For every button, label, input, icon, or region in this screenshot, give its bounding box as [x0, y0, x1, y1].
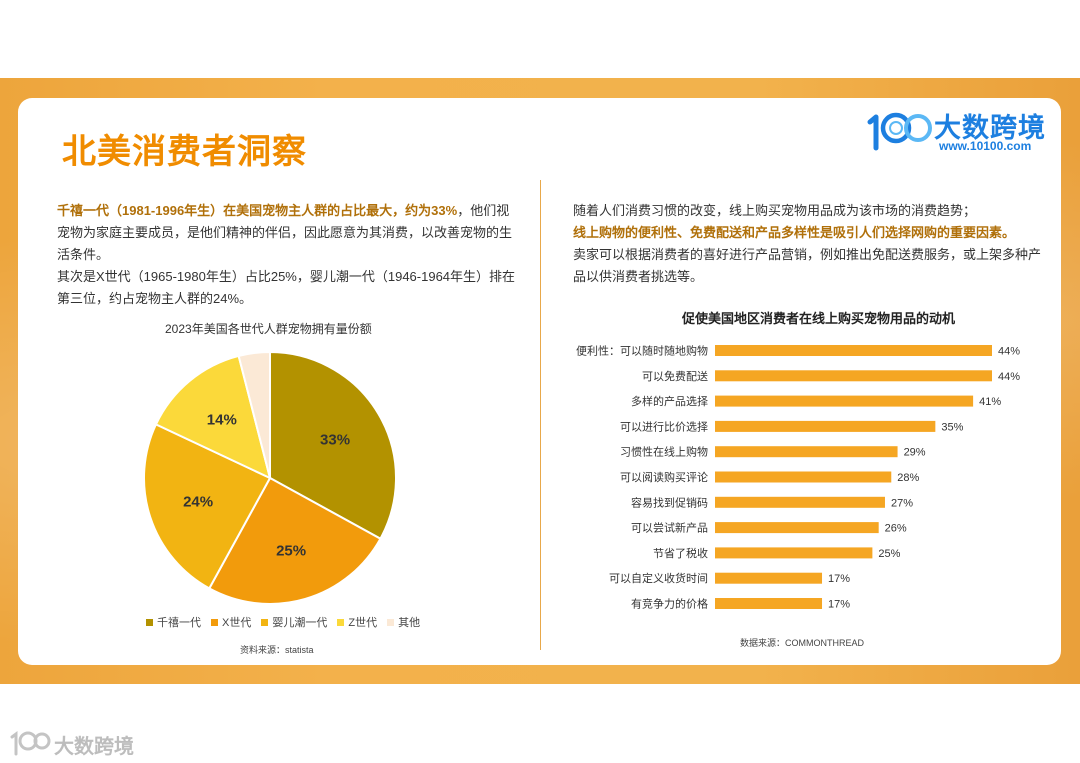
right-paragraph: 随着人们消费习惯的改变，线上购买宠物用品成为该市场的消费趋势； 线上购物的便利性… [573, 200, 1043, 288]
pie-slice-4 [237, 350, 271, 479]
bar-category-label-9: 可以自定义收货时间 [609, 571, 708, 585]
page-title: 北美消费者洞察 [62, 132, 307, 172]
bar-value-label-7: 26% [885, 523, 907, 535]
bar-chart: 便利性：可以随时随地购物 44% 可以免费配送 44% 多样的产品选择 41% 可以进行比价… [576, 344, 1020, 611]
bar-value-label-1: 44% [998, 371, 1020, 383]
bar-6 [715, 496, 885, 508]
left-source: 资料来源：statista [240, 645, 314, 655]
legend-item-0: 千禧一代 [146, 614, 201, 630]
bar-value-label-6: 27% [891, 497, 913, 509]
bar-0 [715, 345, 992, 356]
bar-8 [715, 547, 873, 559]
bar-1 [715, 370, 992, 382]
bar-7 [715, 522, 879, 534]
legend-swatch-0 [146, 618, 153, 626]
bar-3 [715, 420, 936, 432]
legend-item-1: X世代 [211, 614, 251, 630]
bar-category-label-2: 多样的产品选择 [631, 394, 708, 408]
bar-category-label-8: 节省了税收 [653, 546, 708, 560]
right-text-2: 卖家可以根据消费者的喜好进行产品营销，例如推出免配送费服务，或上架多种产品以供消… [573, 247, 1042, 284]
bar-category-label-3: 可以进行比价选择 [620, 419, 708, 433]
legend-label-3: Z世代 [348, 617, 378, 629]
bar-value-label-0: 44% [998, 346, 1020, 358]
bar-2 [715, 395, 974, 407]
bar-value-label-2: 41% [979, 396, 1001, 408]
bar-category-label-0: 便利性：可以随时随地购物 [576, 344, 708, 358]
pie-value-label-0: 33% [320, 432, 350, 449]
bar-value-label-4: 29% [904, 447, 926, 459]
bar-category-label-10: 有竞争力的价格 [631, 597, 708, 611]
right-highlight: 线上购物的便利性、免费配送和产品多样性是吸引人们选择网购的重要因素。 [573, 225, 1016, 240]
legend-item-2: 婴儿潮一代 [261, 614, 327, 630]
legend-item-3: Z世代 [337, 614, 377, 630]
pie-slice-2 [143, 423, 272, 590]
brand-logo: 大数跨境 www.10100.com [862, 104, 1052, 156]
legend-label-2: 婴儿潮一代 [272, 617, 328, 629]
logo-url: www.10100.com [939, 139, 1032, 153]
legend-label-0: 千禧一代 [157, 617, 201, 629]
bar-category-label-4: 习惯性在线上购物 [620, 445, 708, 459]
pie-value-label-3: 14% [207, 412, 237, 429]
legend-label-1: X世代 [222, 617, 252, 629]
logo-mark-icon [867, 112, 932, 151]
watermark: 大数跨境 [8, 728, 148, 758]
bar-5 [715, 471, 892, 483]
legend-swatch-1 [211, 618, 218, 626]
right-text-1: 随着人们消费习惯的改变，线上购买宠物用品成为该市场的消费趋势； [573, 203, 977, 218]
bar-chart-title: 促使美国地区消费者在线上购买宠物用品的动机 [682, 311, 956, 326]
bar-value-label-5: 28% [897, 472, 919, 484]
pie-legend: 千禧一代 X世代 婴儿潮一代 Z世代 其他 [146, 614, 420, 630]
legend-swatch-2 [261, 618, 269, 626]
bar-category-label-7: 可以尝试新产品 [631, 521, 708, 535]
legend-label-4: 其他 [398, 617, 421, 629]
pie-slice-0 [269, 350, 397, 541]
left-text-1: ，他们视宠物为家庭主要成员，是他们精神的伴侣，因此愿意为其消费，以改善宠物的生活… [57, 203, 513, 262]
bar-value-label-10: 17% [828, 599, 850, 611]
bar-value-label-3: 35% [941, 421, 963, 433]
pie-value-label-1: 25% [276, 543, 306, 560]
pie-chart: 33% 25% 24% 14% [143, 350, 397, 605]
watermark-logo-icon [10, 731, 51, 756]
legend-swatch-3 [337, 618, 345, 626]
bar-category-label-1: 可以免费配送 [642, 369, 708, 383]
left-highlight: 千禧一代（1981-1996年生）在美国宠物主人群的占比最大，约为33% [57, 203, 458, 218]
bar-category-label-5: 可以阅读购买评论 [620, 470, 708, 484]
right-source: 数据来源：COMMONTHREAD [740, 638, 864, 648]
left-paragraph: 千禧一代（1981-1996年生）在美国宠物主人群的占比最大，约为33%，他们视… [57, 200, 519, 310]
bar-4 [715, 446, 898, 458]
bar-9 [715, 572, 823, 584]
pie-slice-3 [154, 354, 272, 480]
pie-slice-1 [207, 476, 382, 605]
legend-item-4: 其他 [387, 614, 420, 630]
watermark-text: 大数跨境 [54, 734, 134, 758]
bar-value-label-8: 25% [878, 548, 900, 560]
legend-swatch-4 [387, 618, 395, 626]
bar-10 [715, 598, 823, 609]
pie-value-label-2: 24% [183, 493, 213, 510]
bar-category-label-6: 容易找到促销码 [631, 495, 708, 509]
bar-value-label-9: 17% [828, 573, 850, 585]
left-text-2: 其次是X世代（1965-1980年生）占比25%，婴儿潮一代（1946-1964… [57, 269, 516, 306]
pie-chart-title: 2023年美国各世代人群宠物拥有量份额 [165, 322, 372, 336]
column-divider [540, 180, 541, 650]
logo-text: 大数跨境 [934, 113, 1046, 144]
